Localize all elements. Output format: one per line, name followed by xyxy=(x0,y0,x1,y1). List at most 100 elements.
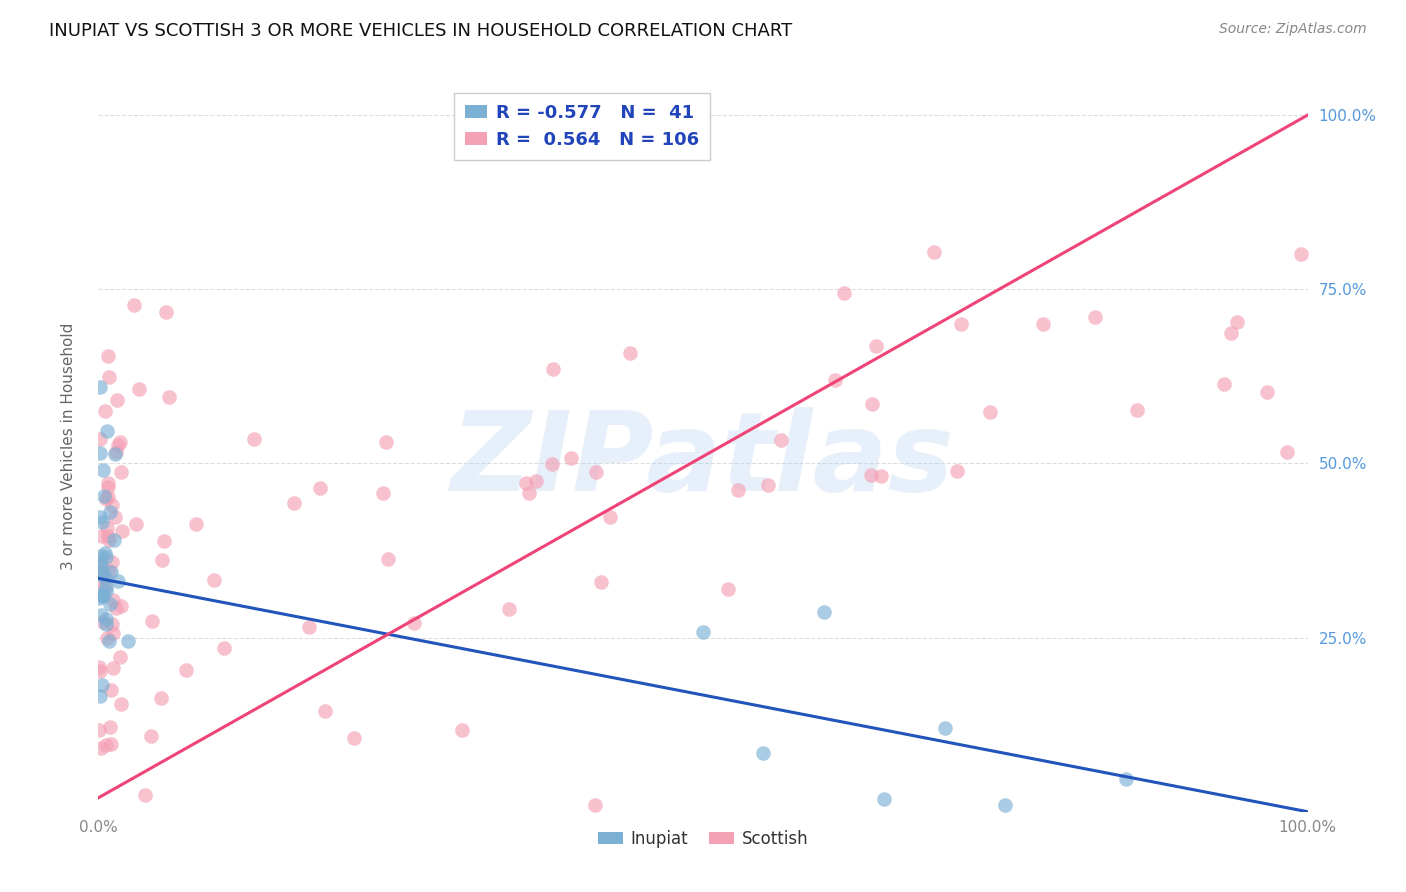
Point xyxy=(90,559,112,574)
Y-axis label: 3 or more Vehicles in Household: 3 or more Vehicles in Household xyxy=(62,322,76,570)
Point xyxy=(89,660,111,674)
Point xyxy=(96,521,118,535)
Point xyxy=(157,390,180,404)
Point xyxy=(599,509,621,524)
Point xyxy=(560,450,582,465)
Point xyxy=(1032,317,1054,331)
Point xyxy=(97,476,120,491)
Point xyxy=(141,614,163,628)
Point xyxy=(153,533,176,548)
Point xyxy=(89,555,111,569)
Point xyxy=(515,475,537,490)
Point xyxy=(94,549,117,564)
Point xyxy=(89,432,111,446)
Point xyxy=(498,602,520,616)
Point xyxy=(375,434,398,449)
Point xyxy=(1275,444,1298,458)
Point xyxy=(517,485,540,500)
Point xyxy=(90,608,112,623)
Point xyxy=(91,463,114,477)
Point xyxy=(90,549,112,564)
Point xyxy=(93,489,115,503)
Point xyxy=(541,362,564,376)
Point xyxy=(945,463,967,477)
Point xyxy=(111,524,134,538)
Point xyxy=(97,490,120,504)
Point xyxy=(589,575,612,590)
Point xyxy=(1256,384,1278,399)
Point xyxy=(100,565,122,579)
Point xyxy=(994,797,1017,812)
Point xyxy=(100,737,122,751)
Point xyxy=(104,445,127,459)
Point xyxy=(91,615,114,629)
Point xyxy=(103,626,125,640)
Point xyxy=(859,467,882,482)
Point xyxy=(87,723,110,737)
Point xyxy=(752,746,775,760)
Point xyxy=(769,433,792,447)
Point xyxy=(117,634,139,648)
Point xyxy=(1213,376,1236,391)
Point xyxy=(98,597,121,611)
Point xyxy=(451,723,474,737)
Point xyxy=(96,631,118,645)
Point xyxy=(1289,247,1312,261)
Point xyxy=(134,788,156,802)
Point xyxy=(89,380,111,394)
Point xyxy=(96,425,118,439)
Point xyxy=(101,661,124,675)
Point xyxy=(89,567,111,582)
Point xyxy=(619,346,641,360)
Point xyxy=(90,528,112,542)
Point xyxy=(94,738,117,752)
Point xyxy=(107,438,129,452)
Point xyxy=(91,565,114,579)
Point xyxy=(104,510,127,524)
Point xyxy=(1126,402,1149,417)
Point xyxy=(104,601,127,615)
Point xyxy=(1219,326,1241,340)
Point xyxy=(860,397,883,411)
Point xyxy=(377,552,399,566)
Point xyxy=(97,349,120,363)
Point xyxy=(105,393,128,408)
Point xyxy=(91,589,114,603)
Point xyxy=(97,480,120,494)
Point xyxy=(91,566,114,580)
Point xyxy=(101,617,124,632)
Point xyxy=(90,580,112,594)
Point xyxy=(665,115,688,129)
Point xyxy=(101,498,124,512)
Point xyxy=(101,555,124,569)
Point xyxy=(139,729,162,743)
Point xyxy=(100,682,122,697)
Point xyxy=(1084,310,1107,325)
Point xyxy=(717,582,740,596)
Legend: Inupiat, Scottish: Inupiat, Scottish xyxy=(591,823,815,855)
Point xyxy=(97,529,120,543)
Point xyxy=(110,599,132,614)
Point xyxy=(583,797,606,812)
Point xyxy=(174,663,197,677)
Point xyxy=(1115,772,1137,787)
Point xyxy=(342,731,364,746)
Point xyxy=(91,589,114,603)
Point xyxy=(155,305,177,319)
Point xyxy=(90,587,112,601)
Text: ZIPatlas: ZIPatlas xyxy=(451,407,955,514)
Point xyxy=(150,553,173,567)
Point xyxy=(89,509,111,524)
Point xyxy=(873,792,896,806)
Point xyxy=(87,591,110,605)
Point xyxy=(87,562,110,576)
Point xyxy=(89,665,111,679)
Point xyxy=(692,624,714,639)
Point xyxy=(585,466,607,480)
Point xyxy=(1226,315,1249,329)
Point xyxy=(110,434,132,449)
Point xyxy=(108,649,131,664)
Point xyxy=(91,515,114,529)
Point xyxy=(97,564,120,578)
Point xyxy=(98,720,121,734)
